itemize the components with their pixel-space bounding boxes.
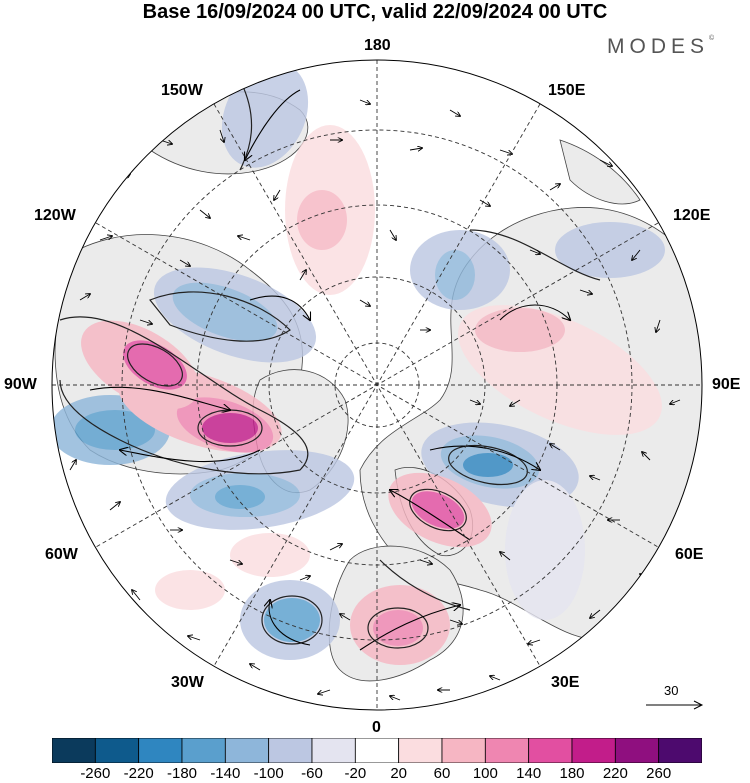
modes-logo: MODES© [607, 35, 714, 59]
colorbar-swatch [52, 738, 96, 763]
kamchatka-land [559, 139, 641, 205]
colorbar-swatch [658, 738, 702, 763]
colorbar-swatch [181, 738, 226, 763]
colorbar-swatch [268, 738, 313, 763]
lon-label-0: 0 [372, 719, 381, 736]
colorbar-tick-label: 140 [516, 765, 542, 782]
colorbar-tick-label: -180 [166, 765, 198, 782]
streamlines [89, 89, 570, 651]
colorbar-tick-label: -220 [123, 765, 154, 782]
colorbar-swatch [528, 738, 573, 763]
colorbar-tick-label: 220 [602, 765, 628, 782]
colorbar-tick-label: 100 [472, 765, 498, 782]
vector-scale-arrow [646, 700, 704, 710]
colorbar-swatch [484, 738, 530, 763]
kara-negative [555, 222, 665, 278]
colorbar-swatch [94, 738, 140, 763]
colorbar-tick-label: -60 [301, 765, 323, 782]
lon-label-90e: 90E [712, 376, 741, 393]
colorbar-swatch [311, 738, 356, 763]
brand-text: MODES [607, 35, 710, 58]
colorbar-tick-label: -100 [253, 765, 284, 782]
brand-mark: © [709, 35, 715, 42]
lon-label-30w: 30W [171, 674, 204, 691]
colorbar-tick-label: 180 [559, 765, 585, 782]
vector-scale-label: 30 [664, 683, 679, 698]
colorbar-tick-label: -260 [80, 765, 111, 782]
lon-label-120e: 120E [673, 207, 711, 224]
lon-label-60w: 60W [45, 546, 78, 563]
lon-label-30e: 30E [551, 674, 580, 691]
colorbar-swatch [354, 738, 400, 763]
colorbar-tick-label: -140 [210, 765, 241, 782]
contour-lines [59, 79, 601, 649]
arctic-negative [505, 480, 585, 620]
lon-label-90w: 90W [4, 376, 37, 393]
meridian-grid [52, 60, 702, 710]
colorbar-swatch [571, 738, 616, 763]
lon-label-150e: 150E [548, 82, 586, 99]
colorbar-swatch [398, 738, 443, 763]
colorbar-swatch [224, 738, 270, 763]
colorbar [52, 738, 702, 763]
colorbar-tick-label: 260 [646, 765, 672, 782]
map-boundary [51, 59, 703, 711]
lon-label-150w: 150W [161, 82, 203, 99]
atlantic-positive [230, 533, 310, 577]
colorbar-tick-label: 60 [433, 765, 451, 782]
colorbar-swatch [138, 738, 183, 763]
colorbar-swatch [441, 738, 486, 763]
lon-label-120w: 120W [34, 207, 76, 224]
lon-label-180: 180 [364, 37, 391, 54]
colorbar-swatch [614, 738, 660, 763]
colorbar-tick-label: -20 [344, 765, 367, 782]
wind-vectors [69, 99, 681, 701]
lon-label-60e: 60E [675, 546, 704, 563]
colorbar-tick-label: 20 [390, 765, 407, 782]
map-title: Base 16/09/2024 00 UTC, valid 22/09/2024… [142, 1, 608, 23]
